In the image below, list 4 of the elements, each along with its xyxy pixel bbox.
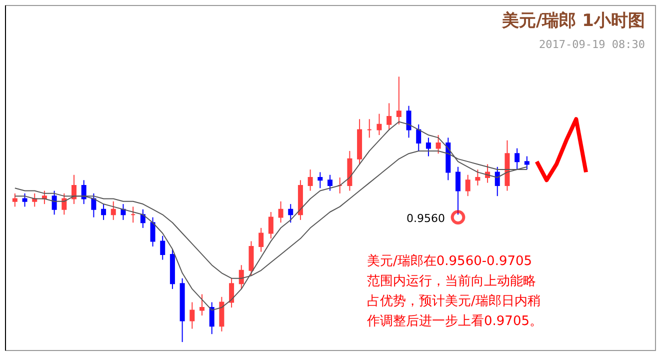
annotation: 美元/瑞郎在0.9560-0.9705范围内运行，当前向上动能略占优势，预计美元/瑞郎日内稍作调整后进一步上看0.9705。 — [366, 253, 542, 329]
chart-subtitle: 2017-09-19 08:30 — [539, 38, 645, 51]
annotation: 0.9560 — [406, 212, 445, 225]
chart-title: 美元/瑞郎 1小时图 — [501, 11, 645, 31]
